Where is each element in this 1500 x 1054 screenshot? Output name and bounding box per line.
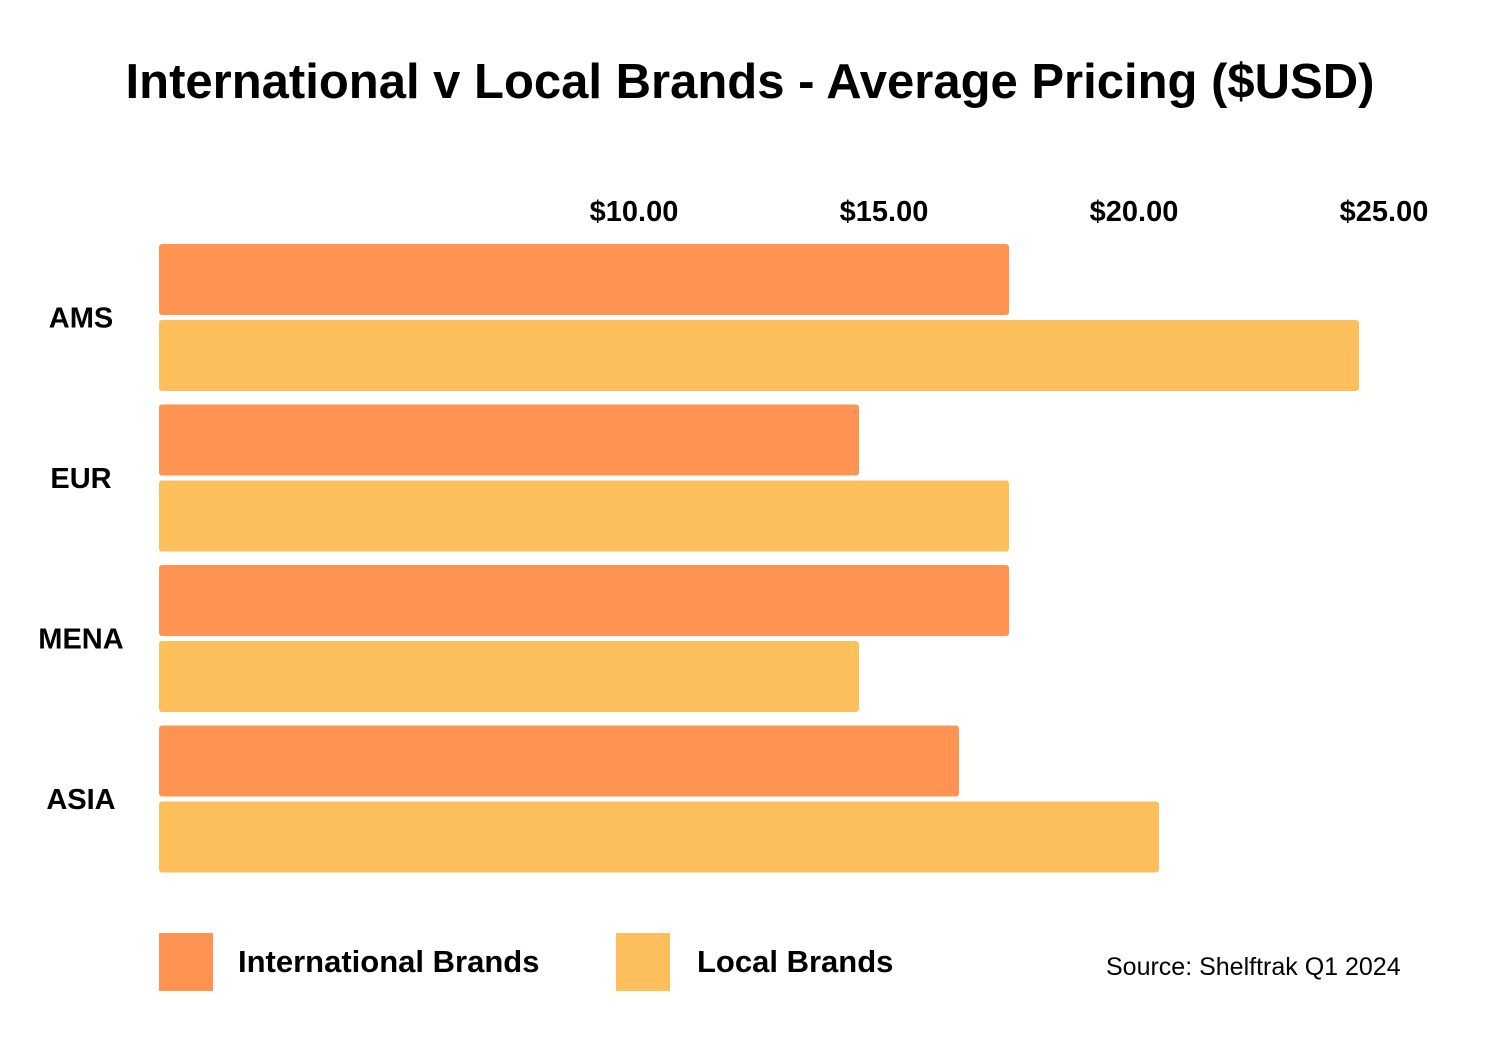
bar-eur-local-brands <box>159 480 1009 552</box>
legend-swatch-local <box>616 933 670 991</box>
x-axis-ticks: $10.00 $15.00 $20.00 $25.00 <box>590 196 1429 228</box>
bar-ams-international-brands <box>159 244 1009 315</box>
legend-swatch-international <box>159 933 213 991</box>
legend: International Brands Local Brands <box>0 933 1500 991</box>
legend-label-local: Local Brands <box>697 944 894 979</box>
x-tick-label: $20.00 <box>1090 196 1179 228</box>
bar-asia-local-brands <box>159 801 1159 873</box>
bar-ams-local-brands <box>159 320 1359 391</box>
bar-mena-local-brands <box>159 641 859 712</box>
x-tick-label: $15.00 <box>840 196 929 228</box>
x-tick-label: $10.00 <box>590 196 679 228</box>
category-label-asia: ASIA <box>46 784 115 816</box>
category-label-mena: MENA <box>38 624 123 656</box>
bar-eur-international-brands <box>159 404 859 476</box>
category-label-ams: AMS <box>49 303 113 335</box>
category-labels: AMS EUR MENA ASIA <box>38 303 123 817</box>
source-note: Source: Shelftrak Q1 2024 <box>1106 953 1401 981</box>
x-tick-label: $25.00 <box>1340 196 1429 228</box>
category-label-eur: EUR <box>50 463 111 495</box>
bar-mena-international-brands <box>159 565 1009 636</box>
legend-label-international: International Brands <box>238 944 540 979</box>
chart-title: International v Local Brands - Average P… <box>125 55 1375 109</box>
bar-asia-international-brands <box>159 725 959 797</box>
bars <box>159 244 1359 873</box>
